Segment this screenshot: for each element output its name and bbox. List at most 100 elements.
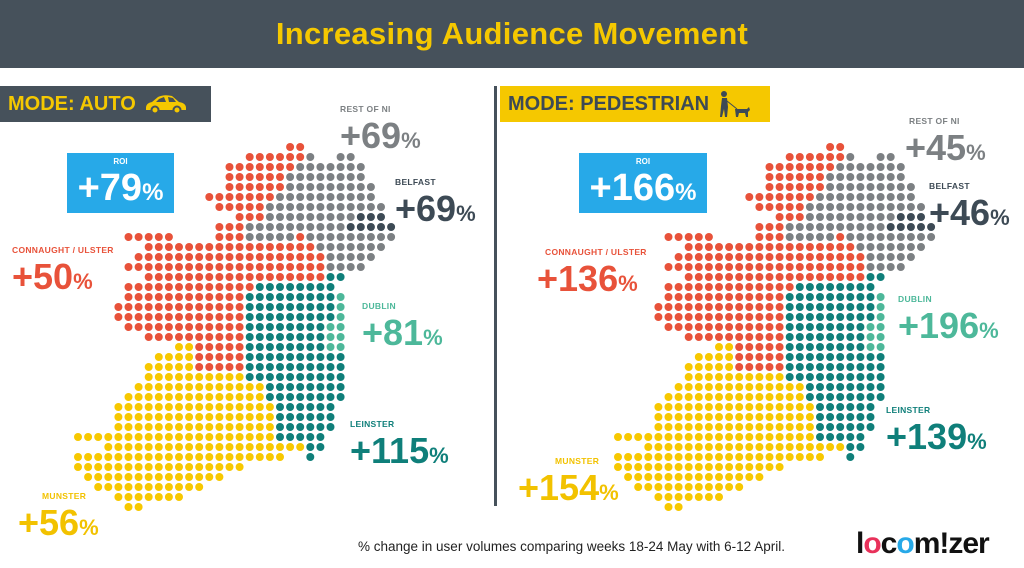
map-dot bbox=[846, 253, 855, 261]
map-dot bbox=[245, 373, 254, 381]
map-dot bbox=[846, 223, 855, 231]
map-dot bbox=[265, 303, 274, 311]
map-dot bbox=[296, 403, 305, 411]
map-dot bbox=[255, 303, 264, 311]
map-dot bbox=[654, 493, 663, 501]
map-dot bbox=[795, 263, 804, 271]
map-dot bbox=[715, 383, 723, 391]
map-dot bbox=[745, 353, 754, 361]
map-dot bbox=[265, 363, 274, 371]
map-dot bbox=[296, 163, 305, 171]
map-dot bbox=[225, 373, 234, 381]
map-dot bbox=[366, 193, 375, 201]
map-dot bbox=[215, 243, 224, 251]
map-dot bbox=[124, 483, 133, 491]
map-dot bbox=[674, 313, 683, 321]
map-dot bbox=[235, 383, 244, 391]
map-dot bbox=[286, 173, 295, 181]
map-dot bbox=[876, 293, 885, 301]
stat-leinster-auto: LEINSTER +115% bbox=[350, 419, 449, 471]
map-dot bbox=[805, 453, 814, 461]
map-dot bbox=[785, 213, 794, 221]
map-dot bbox=[805, 283, 814, 291]
map-dot bbox=[154, 273, 163, 281]
map-dot bbox=[836, 363, 845, 371]
mode-auto-label: MODE: AUTO bbox=[0, 86, 211, 122]
map-dot bbox=[654, 423, 663, 431]
map-dot bbox=[144, 383, 153, 391]
map-dot bbox=[124, 493, 133, 501]
map-dot bbox=[296, 323, 305, 331]
map-dot bbox=[654, 433, 663, 441]
map-dot bbox=[245, 393, 254, 401]
map-dot bbox=[276, 213, 284, 221]
map-dot bbox=[765, 433, 774, 441]
map-dot bbox=[164, 423, 173, 431]
map-dot bbox=[674, 293, 683, 301]
map-dot bbox=[134, 293, 143, 301]
map-dot bbox=[745, 393, 754, 401]
map-dot bbox=[235, 283, 244, 291]
map-dot bbox=[896, 233, 905, 241]
map-dot bbox=[715, 343, 723, 351]
map-dot bbox=[856, 303, 865, 311]
map-dot bbox=[276, 453, 284, 461]
map-dot bbox=[265, 283, 274, 291]
map-dot bbox=[785, 363, 794, 371]
stat-unit: % bbox=[979, 318, 999, 343]
map-dot bbox=[816, 423, 824, 431]
map-dot bbox=[674, 323, 683, 331]
map-dot bbox=[866, 283, 875, 291]
map-dot bbox=[366, 233, 375, 241]
map-dot bbox=[235, 393, 244, 401]
map-dot bbox=[846, 203, 855, 211]
map-dot bbox=[245, 173, 254, 181]
map-dot bbox=[725, 353, 734, 361]
map-dot bbox=[826, 233, 835, 241]
map-dot bbox=[906, 193, 915, 201]
map-dot bbox=[326, 403, 335, 411]
map-dot bbox=[205, 343, 214, 351]
map-dot bbox=[286, 443, 295, 451]
map-dot bbox=[614, 463, 622, 471]
map-dot bbox=[876, 253, 885, 261]
map-dot bbox=[336, 303, 345, 311]
map-dot bbox=[805, 353, 814, 361]
map-dot bbox=[205, 253, 214, 261]
map-dot bbox=[94, 473, 103, 481]
map-dot bbox=[154, 243, 163, 251]
map-dot bbox=[664, 433, 673, 441]
map-dot bbox=[886, 213, 895, 221]
map-dot bbox=[154, 373, 163, 381]
map-dot bbox=[205, 273, 214, 281]
map-dot bbox=[826, 423, 835, 431]
map-dot bbox=[795, 313, 804, 321]
map-dot bbox=[775, 163, 784, 171]
map-dot bbox=[805, 263, 814, 271]
stat-label: MUNSTER bbox=[42, 491, 87, 501]
map-dot bbox=[164, 443, 173, 451]
map-dot bbox=[846, 183, 855, 191]
map-dot bbox=[296, 243, 305, 251]
map-dot bbox=[185, 253, 194, 261]
map-dot bbox=[245, 273, 254, 281]
map-dot bbox=[745, 443, 754, 451]
map-dot bbox=[144, 303, 153, 311]
map-dot bbox=[694, 423, 703, 431]
map-dot bbox=[805, 203, 814, 211]
map-dot bbox=[245, 423, 254, 431]
map-dot bbox=[245, 163, 254, 171]
map-dot bbox=[735, 433, 744, 441]
map-dot bbox=[195, 453, 204, 461]
map-dot bbox=[795, 343, 804, 351]
map-dot bbox=[886, 223, 895, 231]
map-dot bbox=[265, 313, 274, 321]
map-dot bbox=[306, 333, 315, 341]
map-dot bbox=[245, 203, 254, 211]
map-dot bbox=[775, 243, 784, 251]
map-dot bbox=[846, 443, 855, 451]
stat-unit: % bbox=[966, 140, 986, 165]
map-dot bbox=[175, 363, 183, 371]
map-dot bbox=[634, 463, 643, 471]
map-dot bbox=[896, 173, 905, 181]
